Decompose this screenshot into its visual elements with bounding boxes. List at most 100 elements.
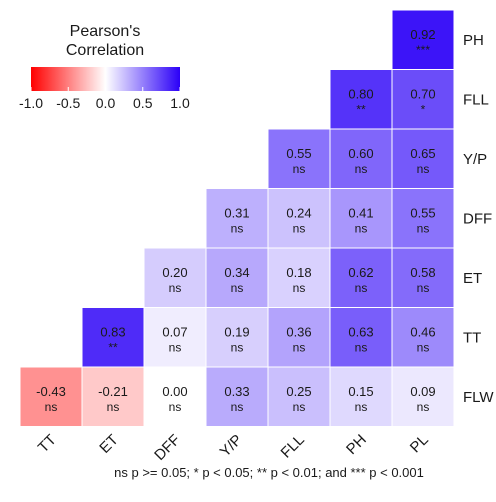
cell-value-label: 0.92 [410,27,435,42]
cell-value-label: 0.55 [410,205,435,220]
cell-value-label: 0.46 [410,324,435,339]
cell-value-label: 0.63 [348,324,373,339]
cell-significance-label: ns [293,221,306,235]
cell-significance-label: ns [169,400,182,414]
cell-value-label: 0.55 [286,146,311,161]
cell-significance-label: ns [231,281,244,295]
column-label: DFF [151,431,184,464]
row-label: FLL [463,91,489,108]
cell-significance-label: ** [356,102,366,116]
cell-significance-label: *** [416,43,430,57]
cell-significance-label: ns [417,221,430,235]
cell-value-label: -0.21 [98,384,128,399]
column-label: ET [96,431,122,457]
heatmap-cell [81,366,145,427]
cell-value-label: 0.33 [224,384,249,399]
column-label: TT [35,431,60,456]
heatmap-cell [267,366,331,427]
heatmap-cell [267,247,331,308]
cell-significance-label: ns [417,340,430,354]
cell-significance-label: ns [231,221,244,235]
legend: Pearson's Correlation -1.0 -0.5 0.0 0.5 1.0 [19,23,190,111]
cell-significance-label: ns [293,400,306,414]
cell-significance-label: ns [231,400,244,414]
row-labels: PH FLL Y/P DFF ET TT FLW [463,32,494,406]
cell-significance-label: ns [355,162,368,176]
cell-value-label: 0.34 [224,265,249,280]
heatmap-cell [143,366,207,427]
cell-value-label: 0.58 [410,265,435,280]
significance-footnote: ns p >= 0.05; * p < 0.05; ** p < 0.01; a… [114,465,424,480]
heatmap-cell [391,188,455,249]
column-labels: TT ET DFF Y/P FLL PH PL [35,431,432,464]
cell-significance-label: ** [108,340,118,354]
heatmap-cell [329,188,393,249]
cell-value-label: 0.83 [100,324,125,339]
cell-value-label: 0.20 [162,265,187,280]
cell-significance-label: ns [293,281,306,295]
heatmap-cell [267,307,331,368]
column-label: FLL [278,431,308,461]
heatmap-cell [391,366,455,427]
cell-significance-label: ns [417,281,430,295]
row-label: FLW [463,389,494,406]
cell-significance-label: * [421,102,426,116]
cell-value-label: 0.15 [348,384,373,399]
cell-significance-label: ns [355,281,368,295]
cell-value-label: 0.41 [348,205,373,220]
legend-tick-label: 1.0 [170,95,190,111]
heatmap-cell [391,307,455,368]
heatmap-cell [329,247,393,308]
cell-value-label: 0.31 [224,205,249,220]
heatmap-cell [329,69,393,130]
heatmap-cell [205,188,269,249]
legend-tick-label: -0.5 [56,95,80,111]
cell-value-label: 0.07 [162,324,187,339]
row-label: Y/P [463,151,487,168]
legend-title-line-1: Pearson's [70,23,141,40]
legend-tick-label: 0.0 [96,95,116,111]
heatmap-cell [391,69,455,130]
legend-ticks: -1.0 -0.5 0.0 0.5 1.0 [19,87,190,111]
row-label: DFF [463,210,492,227]
cell-significance-label: ns [417,400,430,414]
cell-significance-label: ns [231,340,244,354]
cell-value-label: 0.19 [224,324,249,339]
cell-significance-label: ns [293,162,306,176]
heatmap-cells: 0.92***0.80**0.70*0.55ns0.60ns0.65ns0.31… [19,9,455,427]
cell-significance-label: ns [355,400,368,414]
cell-value-label: 0.60 [348,146,373,161]
heatmap-cell [143,247,207,308]
cell-value-label: 0.70 [410,86,435,101]
cell-value-label: 0.65 [410,146,435,161]
column-label: PL [407,431,432,456]
cell-significance-label: ns [355,221,368,235]
cell-significance-label: ns [417,162,430,176]
heatmap-cell [329,366,393,427]
cell-value-label: 0.25 [286,384,311,399]
legend-tick-label: -1.0 [19,95,43,111]
column-label: PH [343,431,370,458]
cell-value-label: 0.18 [286,265,311,280]
cell-value-label: 0.24 [286,205,311,220]
heatmap-cell [81,307,145,368]
cell-significance-label: ns [107,400,120,414]
cell-significance-label: ns [169,340,182,354]
heatmap-cell [267,188,331,249]
cell-value-label: 0.62 [348,265,373,280]
heatmap-cell [391,9,455,70]
cell-significance-label: ns [293,340,306,354]
cell-significance-label: ns [355,340,368,354]
cell-value-label: 0.09 [410,384,435,399]
cell-value-label: 0.36 [286,324,311,339]
cell-value-label: 0.00 [162,384,187,399]
cell-value-label: 0.80 [348,86,373,101]
cell-significance-label: ns [169,281,182,295]
legend-tick-label: 0.5 [133,95,153,111]
legend-title-line-2: Correlation [66,42,144,59]
cell-significance-label: ns [45,400,58,414]
row-label: PH [463,32,484,49]
heatmap-cell [329,128,393,189]
row-label: ET [463,270,482,287]
